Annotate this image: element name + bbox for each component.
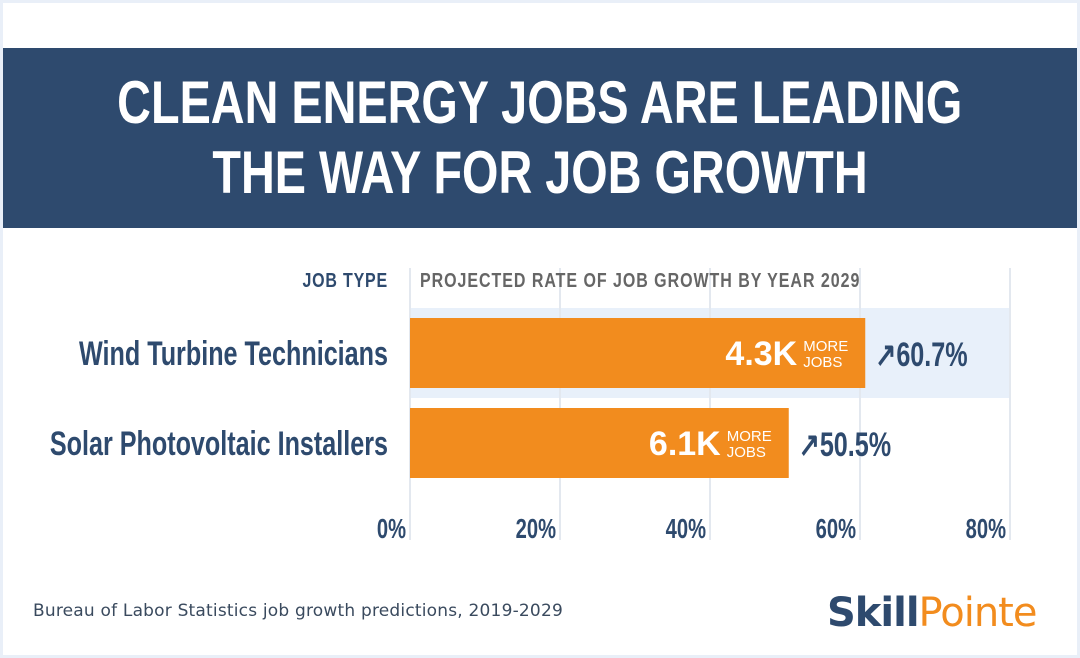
x-tick-label: 60%: [816, 514, 857, 545]
jobs-suffix-top: MORE: [803, 338, 848, 355]
jobs-suffix-top: MORE: [727, 428, 772, 445]
chart-title: PROJECTED RATE OF JOB GROWTH BY YEAR 202…: [420, 269, 860, 291]
x-tick-label: 40%: [666, 514, 707, 545]
title-banner: CLEAN ENERGY JOBS ARE LEADING THE WAY FO…: [3, 48, 1077, 228]
brand-logo: SkillPointe: [827, 589, 1038, 637]
value-label: ↗50.5%: [799, 426, 891, 464]
x-tick-label: 0%: [377, 514, 406, 545]
value-label: ↗60.7%: [875, 336, 967, 374]
jobs-suffix-bottom: JOBS: [803, 354, 842, 371]
x-tick-label: 80%: [966, 514, 1007, 545]
title-line-2: THE WAY FOR JOB GROWTH: [212, 139, 868, 206]
x-tick-label: 20%: [516, 514, 557, 545]
title-line-1: CLEAN ENERGY JOBS ARE LEADING: [117, 69, 963, 136]
category-label: Solar Photovoltaic Installers: [50, 425, 388, 463]
bar: [410, 318, 866, 388]
jobs-label: 6.1K: [649, 425, 721, 463]
bar: [410, 408, 789, 478]
brand-logo-part2: Pointe: [918, 590, 1038, 636]
jobs-label: 4.3K: [725, 335, 797, 373]
source-note: Bureau of Labor Statistics job growth pr…: [33, 601, 563, 621]
brand-logo-part1: Skill: [827, 590, 920, 636]
jobs-suffix-bottom: JOBS: [727, 444, 766, 461]
category-header: JOB TYPE: [302, 269, 388, 291]
category-label: Wind Turbine Technicians: [79, 335, 388, 373]
